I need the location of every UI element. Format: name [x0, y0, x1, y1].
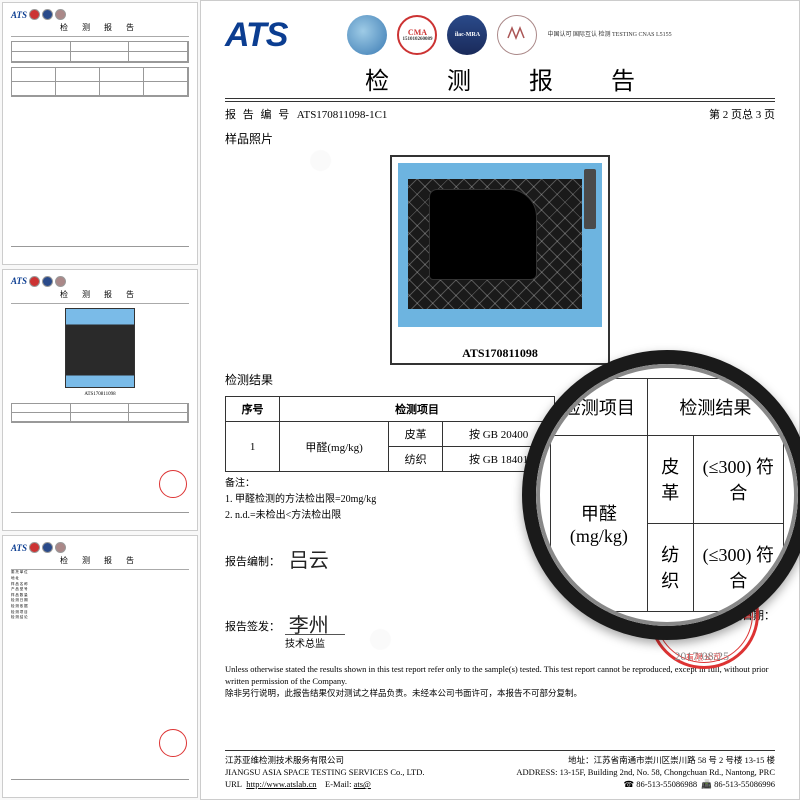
sample-photo-frame: ATS170811098 [390, 155, 610, 365]
mini-stamp [159, 470, 187, 498]
mini-ats-logo: ATS [11, 276, 27, 286]
magnifier: 检测项目检测结果 甲醛(mg/kg) 皮革 (≤300) 符合 纺织 (≤300… [522, 350, 800, 640]
report-number: ATS170811098-1C1 [297, 109, 388, 121]
logo-row: ATS CMA 151010260089 ilac-MRA 中国认可 国际互认 … [225, 15, 775, 55]
issue-date-value: 2017/08/25 [674, 649, 729, 664]
globe-icon [347, 15, 387, 55]
ilac-cert-icon: ilac-MRA [447, 15, 487, 55]
approver-block: 报告签发： 李州 技术总监 [225, 607, 345, 650]
approver-signature: 李州 [289, 609, 329, 638]
cnas-side-text: 中国认可 国际互认 检测 TESTING CNAS L5155 [547, 32, 671, 39]
page-indicator: 第 2 页总 3 页 [709, 106, 775, 122]
phone-icon: ☎ [623, 779, 634, 789]
sample-photo [398, 163, 602, 327]
mini-ats-logo: ATS [11, 543, 27, 553]
footer: 江苏亚维检测技术服务有限公司 地址：江苏省南通市崇川区崇川路 58 号 2 号楼… [225, 750, 775, 791]
thumb-page-1: ATS 检 测 报 告 [2, 2, 198, 265]
mini-photo [65, 308, 135, 388]
thumb-page-2: ATS 检 测 报 告 ATS170811098 [2, 269, 198, 532]
doc-title: 检 测 报 告 [225, 61, 775, 96]
ats-logo: ATS [225, 16, 287, 55]
cma-cert-icon: CMA 151010260089 [397, 15, 437, 55]
meta-row: 报 告 编 号 ATS170811098-1C1 第 2 页总 3 页 [225, 106, 775, 122]
compiler-signature: 吕云 [289, 544, 329, 573]
fax-icon: 📠 [701, 779, 712, 789]
thumbnail-sidebar: ATS 检 测 报 告 ATS 检 测 报 告 ATS170811098 ATS [0, 0, 200, 800]
mini-stamp [159, 729, 187, 757]
mini-ats-logo: ATS [11, 10, 27, 20]
disclaimer: Unless otherwise stated the results show… [225, 664, 775, 700]
cnas-cert-icon [497, 15, 537, 55]
thumb-page-3: ATS 检 测 报 告 委 托 单 位 地 址 样 品 名 称 产 品 型 号 … [2, 535, 198, 798]
compiler-block: 报告编制： 吕云 [225, 542, 335, 571]
photo-section-heading: 样品照片 [225, 130, 775, 147]
results-table: 序号检测项目 1 甲醛(mg/kg) 皮革 按 GB 20400 纺织 按 GB… [225, 396, 555, 472]
